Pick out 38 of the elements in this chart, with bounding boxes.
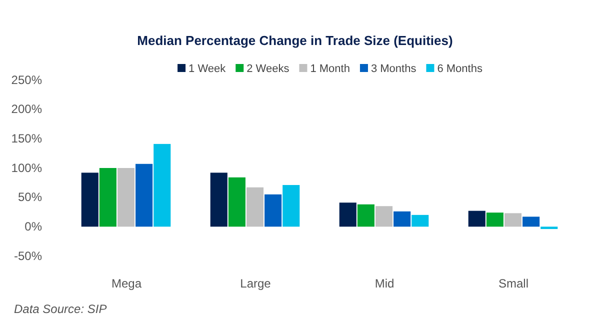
bar	[154, 144, 171, 227]
bar	[357, 204, 374, 227]
bar	[264, 194, 282, 227]
legend-label: 1 Month	[310, 63, 350, 75]
bar	[504, 213, 522, 227]
bar	[486, 212, 504, 227]
y-tick-label: 150%	[11, 132, 42, 146]
legend-label: 1 Week	[188, 63, 226, 75]
y-tick-label: 250%	[11, 72, 42, 87]
bar	[282, 185, 300, 227]
bar	[412, 214, 429, 227]
bar	[246, 187, 264, 227]
bar	[117, 168, 135, 227]
source-note: Data Source: SIP	[14, 302, 107, 316]
bar	[99, 168, 116, 227]
legend-label: 3 Months	[370, 63, 417, 75]
bar	[540, 226, 558, 230]
y-tick-label: 200%	[11, 102, 42, 116]
y-tick-label: 100%	[11, 160, 42, 175]
bar	[468, 210, 486, 227]
bar	[375, 206, 393, 227]
x-tick-label: Large	[240, 276, 272, 291]
x-tick-label: Mega	[111, 276, 142, 291]
y-tick-label: 0%	[24, 220, 42, 234]
legend-label: 6 Months	[437, 63, 483, 75]
bar	[394, 211, 411, 227]
y-tick-label: 50%	[18, 190, 42, 204]
chart-title: Median Percentage Change in Trade Size (Equities)	[137, 33, 453, 48]
x-tick-label: Small	[498, 276, 529, 291]
bar	[81, 172, 98, 227]
bar	[522, 216, 540, 227]
bar	[339, 202, 356, 227]
y-tick-label: -50%	[14, 248, 42, 263]
bar	[136, 164, 153, 227]
x-tick-label: Mid	[374, 276, 394, 291]
legend-label: 2 Weeks	[246, 63, 290, 75]
bar	[210, 172, 228, 227]
bar	[228, 177, 246, 227]
